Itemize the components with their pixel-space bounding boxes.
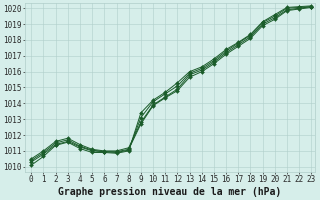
X-axis label: Graphe pression niveau de la mer (hPa): Graphe pression niveau de la mer (hPa) [59,186,282,197]
